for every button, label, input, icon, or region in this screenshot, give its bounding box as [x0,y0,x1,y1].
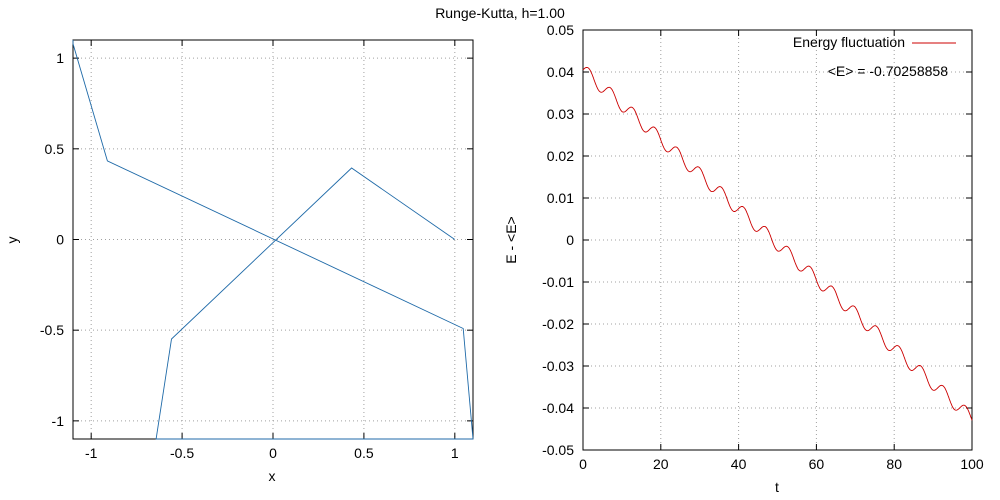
energy-series-line [582,66,973,421]
orbit-y-tick-label-0: -1 [52,413,65,429]
orbit-y-tick-label-1: -0.5 [40,322,64,338]
energy-plot-frame [582,29,973,451]
energy-y-tick-label-8: 0.03 [547,106,574,122]
mean-energy-annotation: <E> = -0.70258858 [828,63,948,79]
orbit-x-tick-label-2: 0 [269,445,277,461]
energy-y-tick-label-3: -0.02 [542,316,574,332]
energy-y-tick-label-5: 0 [566,232,574,248]
energy-x-tick-label-2: 40 [731,456,747,472]
orbit-series-line [72,40,474,440]
orbit-x-tick-label-3: 0.5 [354,445,374,461]
energy-x-tick-label-0: 0 [579,456,587,472]
energy-grid [582,29,973,451]
energy-y-axis-label: E - <E> [503,216,519,263]
orbit-y-axis-label: y [4,237,20,244]
energy-x-axis-label: t [775,479,779,495]
energy-y-tick-label-9: 0.04 [547,64,574,80]
orbit-y-tick-label-2: 0 [56,232,64,248]
orbit-x-tick-label-0: -1 [85,445,98,461]
figure-title: Runge-Kutta, h=1.00 [435,5,565,21]
energy-x-tick-label-1: 20 [653,456,669,472]
orbit-y-tick-label-4: 1 [56,50,64,66]
energy-y-tick-label-2: -0.03 [542,358,574,374]
orbit-x-tick-label-1: -0.5 [170,445,194,461]
energy-x-tick-label-3: 60 [809,456,825,472]
energy-x-tick-label-4: 80 [886,456,902,472]
energy-legend: Energy fluctuation [793,34,956,50]
orbit-y-tick-label-3: 0.5 [45,141,65,157]
energy-x-tick-label-5: 100 [960,456,984,472]
energy-y-tick-label-1: -0.04 [542,400,574,416]
orbit-ticks: -1 -0.5 0 0.5 1 -1 -0.5 0 0.5 1 [40,40,473,461]
orbit-x-tick-label-4: 1 [451,445,459,461]
energy-chart: 0 20 40 60 80 100 -0.05 -0.04 -0.03 -0.02 -0.01 0 0.… [503,22,984,495]
energy-y-tick-label-6: 0.01 [547,190,574,206]
orbit-grid [73,40,473,439]
energy-y-tick-label-10: 0.05 [547,22,574,38]
energy-y-tick-label-0: -0.05 [542,442,574,458]
orbit-x-axis-label: x [269,468,276,484]
orbit-chart: -1 -0.5 0 0.5 1 -1 -0.5 0 0.5 1 x y [4,39,474,484]
legend-label: Energy fluctuation [793,34,905,50]
energy-y-tick-label-4: -0.01 [542,274,574,290]
energy-y-tick-label-7: 0.02 [547,148,574,164]
energy-ticks: 0 20 40 60 80 100 -0.05 -0.04 -0.03 -0.02 -0.01 0 0.… [542,22,984,472]
